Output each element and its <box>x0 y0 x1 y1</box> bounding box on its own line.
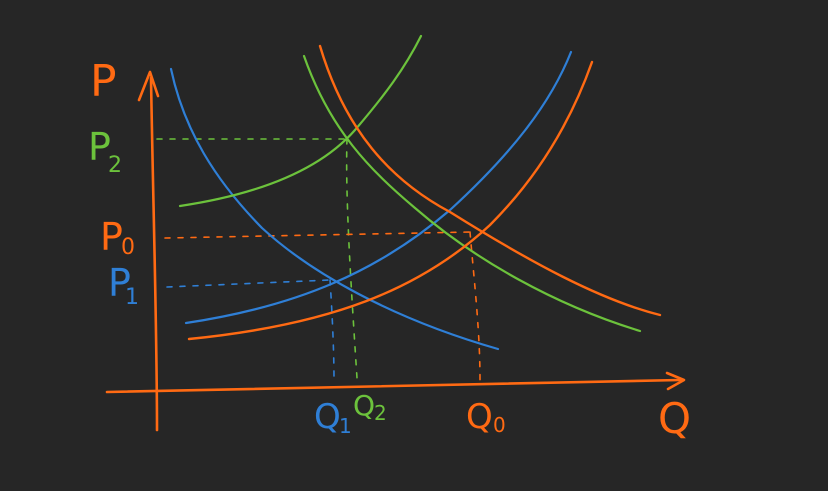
x-axis-arrowhead <box>665 371 686 391</box>
q2-guide-line <box>345 138 358 379</box>
p2-label: P <box>88 125 111 169</box>
x-axis-label: Q <box>658 394 691 443</box>
x-axis <box>105 378 682 394</box>
p1-label: P <box>108 261 131 305</box>
q1-guide-line <box>329 279 335 381</box>
q0-subscript: 0 <box>493 413 506 437</box>
q2-subscript: 2 <box>374 401 387 425</box>
p0-label: P <box>100 215 123 259</box>
p0-guide-line <box>164 231 471 239</box>
p2-subscript: 2 <box>108 153 122 178</box>
quantity-label-q0: Q 0 <box>466 397 506 437</box>
price-label-p0: P 0 <box>100 215 135 260</box>
q1-label: Q <box>314 397 341 437</box>
p1-guide-line <box>166 279 331 288</box>
q2-label: Q <box>353 389 375 422</box>
demand-curve-green <box>302 54 642 333</box>
supply-curve-orange <box>187 60 594 341</box>
demand-curve-blue <box>169 67 500 351</box>
q0-label: Q <box>466 397 493 437</box>
p1-subscript: 1 <box>125 285 139 310</box>
price-label-p2: P 2 <box>88 125 122 178</box>
y-axis <box>149 76 159 432</box>
price-label-p1: P 1 <box>108 261 139 310</box>
quantity-label-q2: Q 2 <box>353 389 387 425</box>
y-axis-arrowhead <box>137 70 160 102</box>
q0-guide-line <box>469 231 481 381</box>
supply-curve-blue <box>184 50 573 325</box>
p0-subscript: 0 <box>121 235 135 260</box>
q1-subscript: 1 <box>339 414 352 438</box>
demand-curve-orange <box>318 44 662 317</box>
y-axis-label: P <box>90 56 117 107</box>
quantity-label-q1: Q 1 <box>314 397 352 438</box>
